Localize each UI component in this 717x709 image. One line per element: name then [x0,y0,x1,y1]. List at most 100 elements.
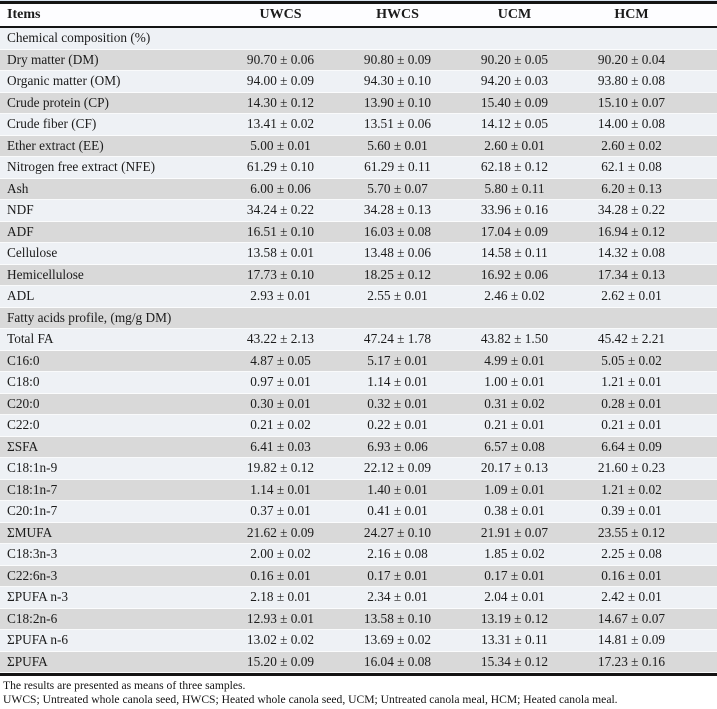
row-value-hcm: 1.21 ± 0.02 [601,481,662,497]
row-value-uwcs: 13.41 ± 0.02 [246,116,315,132]
row-item-label: Hemicellulose [7,266,84,282]
table-row: Crude protein (CP) 14.30 ± 0.12 13.90 ± 0.… [0,92,717,114]
row-value-hcm: 1.21 ± 0.01 [601,374,662,390]
row-value-ucm: 15.40 ± 0.09 [480,94,549,110]
row-value-hcm: 2.60 ± 0.02 [601,137,662,153]
row-value-ucm: 0.21 ± 0.01 [484,417,545,433]
row-item-label: ΣMUFA [7,524,53,540]
row-value-hwcs: 18.25 ± 0.12 [363,266,432,282]
row-value-uwcs: 0.21 ± 0.02 [250,417,311,433]
row-value-ucm: 17.04 ± 0.09 [480,223,549,239]
table-row: ΣMUFA 21.62 ± 0.09 24.27 ± 0.10 21.91 ± 0.0… [0,522,717,544]
row-value-ucm: 4.99 ± 0.01 [484,352,545,368]
row-value-uwcs: 1.14 ± 0.01 [250,481,311,497]
row-value-hcm: 5.05 ± 0.02 [601,352,662,368]
row-item-label: Total FA [7,331,54,347]
row-value-hwcs: 13.69 ± 0.02 [363,632,432,648]
table-row: C20:0 0.30 ± 0.01 0.32 ± 0.01 0.31 ± 0.02 0.… [0,393,717,415]
row-item-label: Ether extract (EE) [7,137,104,153]
table-row: ΣPUFA n-3 2.18 ± 0.01 2.34 ± 0.01 2.04 ± 0.… [0,587,717,609]
row-value-ucm: 21.91 ± 0.07 [480,524,549,540]
row-value-ucm: 15.34 ± 0.12 [480,653,549,669]
row-value-hcm: 93.80 ± 0.08 [597,73,666,89]
row-value-hcm: 17.34 ± 0.13 [597,266,666,282]
row-value-hcm: 23.55 ± 0.12 [597,524,666,540]
row-item-label: C22:6n-3 [7,567,58,583]
row-value-ucm: 6.57 ± 0.08 [484,438,545,454]
table-row: C22:0 0.21 ± 0.02 0.22 ± 0.01 0.21 ± 0.01 0.… [0,415,717,437]
row-value-hwcs: 6.93 ± 0.06 [367,438,428,454]
row-value-ucm: 2.46 ± 0.02 [484,288,545,304]
column-header-hwcs: HWCS [376,7,419,22]
row-value-hcm: 0.16 ± 0.01 [601,567,662,583]
row-item-label: ΣSFA [7,438,39,454]
row-value-uwcs: 0.16 ± 0.01 [250,567,311,583]
table-row: C18:0 0.97 ± 0.01 1.14 ± 0.01 1.00 ± 0.01 1.… [0,372,717,394]
row-value-hcm: 21.60 ± 0.23 [597,460,666,476]
row-value-hwcs: 34.28 ± 0.13 [363,202,432,218]
row-item-label: C18:2n-6 [7,610,58,626]
row-value-ucm: 0.17 ± 0.01 [484,567,545,583]
section-header-row: Chemical composition (%) [0,28,717,50]
row-value-uwcs: 6.41 ± 0.03 [250,438,311,454]
row-item-label: C16:0 [7,352,40,368]
row-value-uwcs: 13.58 ± 0.01 [246,245,315,261]
row-value-hwcs: 2.55 ± 0.01 [367,288,428,304]
row-value-hcm: 0.39 ± 0.01 [601,503,662,519]
row-value-uwcs: 4.87 ± 0.05 [250,352,311,368]
row-value-ucm: 1.09 ± 0.01 [484,481,545,497]
table-row: Organic matter (OM) 94.00 ± 0.09 94.30 ± 0… [0,71,717,93]
table-footnotes: The results are presented as means of th… [0,676,717,706]
footnote-abbreviations: UWCS; Untreated whole canola seed, HWCS;… [3,692,618,706]
table-row: Nitrogen free extract (NFE) 61.29 ± 0.10 6… [0,157,717,179]
row-value-uwcs: 6.00 ± 0.06 [250,180,311,196]
row-value-hcm: 34.28 ± 0.22 [597,202,666,218]
row-value-hwcs: 16.04 ± 0.08 [363,653,432,669]
row-value-ucm: 13.19 ± 0.12 [480,610,549,626]
row-value-hwcs: 0.32 ± 0.01 [367,395,428,411]
composition-table: Items UWCS HWCS UCM HCM Chemical composi… [0,1,717,676]
row-value-hwcs: 90.80 ± 0.09 [363,51,432,67]
table-row: C22:6n-3 0.16 ± 0.01 0.17 ± 0.01 0.17 ± 0.0… [0,565,717,587]
row-value-uwcs: 2.18 ± 0.01 [250,589,311,605]
row-value-hwcs: 94.30 ± 0.10 [363,73,432,89]
row-value-hwcs: 1.14 ± 0.01 [367,374,428,390]
table-header-row: Items UWCS HWCS UCM HCM [0,4,717,28]
row-value-uwcs: 13.02 ± 0.02 [246,632,315,648]
table-row: ΣPUFA n-6 13.02 ± 0.02 13.69 ± 0.02 13.31 ±… [0,630,717,652]
row-value-ucm: 13.31 ± 0.11 [481,632,548,648]
row-value-hcm: 2.25 ± 0.08 [601,546,662,562]
row-value-hcm: 14.32 ± 0.08 [597,245,666,261]
column-header-hcm: HCM [614,7,649,22]
row-value-ucm: 90.20 ± 0.05 [480,51,549,67]
row-value-ucm: 62.18 ± 0.12 [480,159,549,175]
table-row: C20:1n-7 0.37 ± 0.01 0.41 ± 0.01 0.38 ± 0.0… [0,501,717,523]
row-item-label: Chemical composition (%) [7,30,151,46]
row-item-label: ADL [7,288,35,304]
table-row: Hemicellulose 17.73 ± 0.10 18.25 ± 0.12 16.… [0,264,717,286]
row-value-hwcs: 2.34 ± 0.01 [367,589,428,605]
row-value-hcm: 15.10 ± 0.07 [597,94,666,110]
row-value-hwcs: 22.12 ± 0.09 [363,460,432,476]
table-row: ADL 2.93 ± 0.01 2.55 ± 0.01 2.46 ± 0.02 2.62… [0,286,717,308]
row-value-hwcs: 13.58 ± 0.10 [363,610,432,626]
row-value-hwcs: 24.27 ± 0.10 [363,524,432,540]
row-value-hwcs: 61.29 ± 0.11 [364,159,431,175]
row-item-label: ADF [7,223,34,239]
row-value-ucm: 5.80 ± 0.11 [484,180,545,196]
row-value-ucm: 2.04 ± 0.01 [484,589,545,605]
row-value-hwcs: 2.16 ± 0.08 [367,546,428,562]
row-item-label: Cellulose [7,245,58,261]
row-value-ucm: 0.38 ± 0.01 [484,503,545,519]
row-value-uwcs: 14.30 ± 0.12 [246,94,315,110]
row-value-ucm: 14.12 ± 0.05 [480,116,549,132]
row-item-label: C20:0 [7,395,40,411]
row-value-hcm: 17.23 ± 0.16 [597,653,666,669]
row-value-uwcs: 90.70 ± 0.06 [246,51,315,67]
row-value-uwcs: 94.00 ± 0.09 [246,73,315,89]
row-value-uwcs: 2.00 ± 0.02 [250,546,311,562]
row-value-hcm: 62.1 ± 0.08 [601,159,662,175]
row-item-label: Organic matter (OM) [7,73,121,89]
row-value-uwcs: 43.22 ± 2.13 [246,331,315,347]
row-value-uwcs: 5.00 ± 0.01 [250,137,311,153]
